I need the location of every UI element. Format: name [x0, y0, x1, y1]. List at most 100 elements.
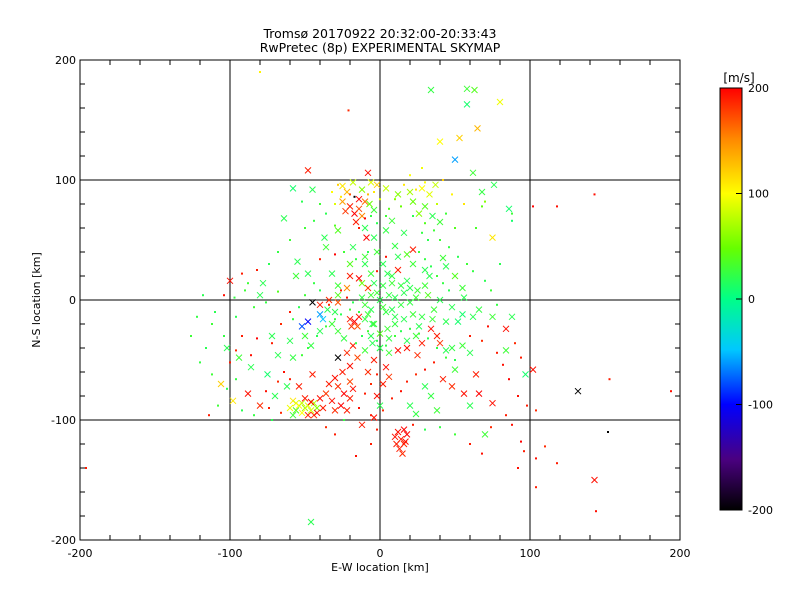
data-point-dot [334, 318, 336, 321]
cross-stroke [334, 227, 342, 234]
data-point-cross [370, 206, 378, 214]
cross-stroke [334, 327, 342, 335]
data-point-cross [379, 282, 387, 289]
cross-stroke [451, 366, 459, 373]
data-point-cross [331, 308, 339, 316]
cross-stroke [388, 272, 396, 280]
data-point-cross [304, 167, 312, 174]
data-point-cross [382, 227, 390, 234]
data-point-cross [451, 366, 459, 373]
y-tick-label: 200 [55, 54, 76, 67]
data-point-dot [415, 373, 417, 376]
data-point-dot [532, 205, 534, 208]
cross-stroke [463, 85, 471, 93]
cross-stroke [369, 339, 376, 347]
data-point-cross [361, 224, 369, 232]
data-point-dot [346, 296, 348, 299]
cross-stroke [304, 167, 312, 174]
cross-stroke [325, 380, 333, 388]
cross-stroke [354, 323, 361, 330]
data-point-dot [353, 195, 356, 198]
data-point-dot [502, 363, 504, 366]
cross-stroke [349, 179, 357, 186]
data-point-dot [223, 335, 225, 337]
data-point-cross [363, 234, 370, 241]
x-tick-label: 100 [520, 547, 541, 560]
data-point-dot [334, 224, 336, 227]
cross-stroke [370, 320, 378, 328]
cross-stroke [256, 402, 264, 409]
data-point-cross [522, 371, 529, 378]
data-point-dot [325, 325, 327, 328]
cross-stroke [459, 342, 466, 349]
cross-stroke [421, 203, 429, 210]
cross-stroke [217, 380, 225, 388]
cross-stroke [286, 404, 294, 412]
cross-stroke [489, 313, 496, 321]
data-point-cross [226, 277, 234, 285]
data-point-cross [264, 371, 271, 378]
cross-stroke [427, 86, 435, 94]
data-point-cross [322, 243, 330, 251]
data-point-cross [364, 169, 372, 177]
data-point-cross [393, 440, 400, 448]
data-point-cross [382, 363, 390, 371]
cross-stroke [400, 289, 408, 297]
data-point-cross [463, 101, 471, 108]
cross-stroke [459, 311, 466, 318]
data-point-cross [415, 323, 423, 330]
data-point-dot [328, 303, 330, 306]
data-point-cross [489, 313, 496, 321]
data-point-cross [229, 397, 237, 405]
cross-stroke [424, 291, 432, 299]
data-point-dot [409, 174, 411, 177]
data-point-cross [328, 397, 336, 405]
data-point-dot [304, 227, 306, 229]
data-point-cross [289, 354, 297, 361]
data-point-cross [337, 402, 345, 409]
colorbar-tick-label: -200 [748, 504, 773, 517]
cross-stroke [355, 195, 363, 203]
cross-stroke [289, 411, 297, 419]
data-point-dot [472, 270, 474, 273]
data-point-dot [307, 347, 309, 349]
cross-stroke [364, 311, 372, 318]
data-point-cross [343, 407, 351, 414]
data-point-dot [593, 193, 596, 196]
cross-stroke [382, 363, 390, 371]
data-point-cross [354, 354, 361, 361]
data-point-cross [496, 98, 504, 106]
cross-stroke [298, 323, 306, 330]
cross-stroke [403, 337, 411, 345]
data-point-cross [382, 308, 390, 316]
data-point-cross [369, 339, 376, 347]
data-point-cross [283, 383, 291, 390]
data-point-cross [442, 263, 450, 270]
data-point-cross [334, 282, 342, 289]
data-point-cross [406, 284, 414, 292]
cross-stroke [334, 383, 342, 390]
cross-stroke [373, 289, 381, 297]
data-point-cross [364, 311, 372, 318]
data-point-dot [277, 251, 279, 253]
data-point-cross [349, 243, 357, 251]
cross-stroke [529, 366, 537, 373]
cross-stroke [415, 323, 423, 330]
data-point-cross [334, 354, 342, 361]
cross-stroke [337, 402, 345, 409]
cross-stroke [414, 287, 421, 294]
data-point-dot [385, 255, 387, 258]
data-point-cross [348, 323, 355, 330]
data-point-dot [517, 395, 519, 397]
data-point-dot [301, 354, 303, 357]
data-point-cross [379, 380, 387, 388]
data-point-cross [358, 279, 366, 287]
cross-stroke [471, 86, 478, 94]
data-point-dot [376, 339, 378, 342]
data-point-dot [367, 251, 369, 253]
data-point-dot [382, 409, 384, 412]
data-point-cross [331, 407, 339, 414]
cross-stroke [399, 450, 406, 457]
cross-stroke [436, 339, 444, 347]
data-point-dot [487, 325, 489, 328]
